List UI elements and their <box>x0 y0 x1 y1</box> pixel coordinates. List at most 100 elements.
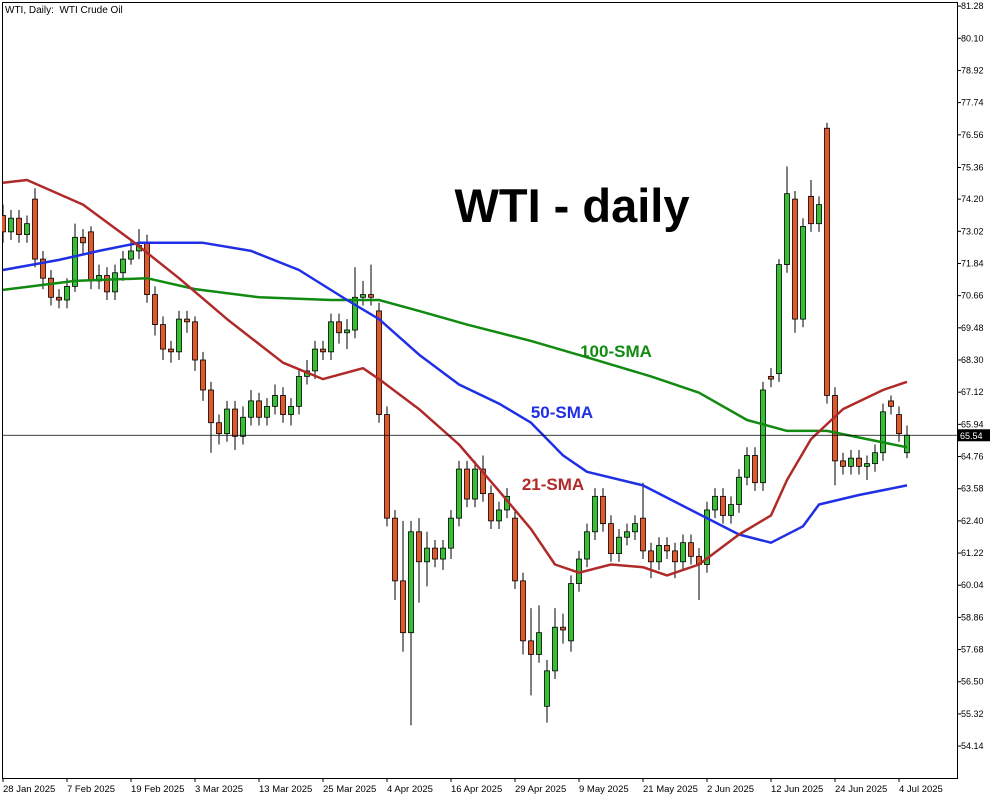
candle-body <box>600 495 606 525</box>
candle-body <box>792 198 798 320</box>
candle-body <box>72 236 78 287</box>
candle-body <box>168 348 174 353</box>
y-tick-label: 76.56 <box>961 130 984 140</box>
candle-body <box>24 223 30 235</box>
candle-body <box>312 348 318 372</box>
x-tick-label: 16 Apr 2025 <box>451 784 502 795</box>
x-tick-label: 24 Jun 2025 <box>835 784 887 795</box>
x-tick-label: 4 Jul 2025 <box>899 784 943 795</box>
candle-body <box>872 452 878 465</box>
candle-body <box>152 294 158 325</box>
plot-frame <box>2 2 958 779</box>
candle-body <box>120 258 126 274</box>
candle-body <box>880 411 886 454</box>
candle-body <box>160 324 166 350</box>
y-tick-label: 81.28 <box>961 1 984 11</box>
candle-body <box>536 632 542 655</box>
y-tick-label: 71.84 <box>961 258 984 268</box>
candle-body <box>832 395 838 462</box>
candle-body <box>664 545 670 552</box>
candle-body <box>656 545 662 563</box>
candle-body <box>824 127 830 396</box>
candle-body <box>816 204 822 225</box>
candle-body <box>240 416 246 437</box>
x-tick-label: 7 Feb 2025 <box>67 784 115 795</box>
candle-body <box>752 455 758 484</box>
y-tick-label: 62.40 <box>961 516 984 526</box>
y-tick-label: 54.14 <box>961 741 984 751</box>
y-tick-label: 68.30 <box>961 355 984 365</box>
candle-body <box>232 408 238 437</box>
candle-body <box>512 517 518 582</box>
candle-body <box>544 670 550 707</box>
candle-body <box>352 296 358 331</box>
candle-body <box>728 504 734 516</box>
candle-body <box>64 285 70 301</box>
candle-body <box>456 468 462 519</box>
candle-body <box>344 329 350 334</box>
y-tick-label: 61.22 <box>961 548 984 558</box>
candle-body <box>384 414 390 519</box>
candle-body <box>552 626 558 672</box>
candle-body <box>768 375 774 380</box>
y-tick-label: 74.20 <box>961 194 984 204</box>
candle-body <box>760 389 766 484</box>
candle-body <box>8 217 14 233</box>
candle-body <box>904 434 910 454</box>
x-tick-label: 19 Feb 2025 <box>131 784 184 795</box>
candle-body <box>648 550 654 563</box>
x-tick-label: 25 Mar 2025 <box>323 784 376 795</box>
candle-body <box>376 310 382 415</box>
candle-body <box>128 250 134 260</box>
candle-body <box>272 395 278 407</box>
candle-body <box>616 536 622 554</box>
x-tick-label: 12 Jun 2025 <box>771 784 823 795</box>
y-tick-label: 65.94 <box>961 419 984 429</box>
candle-body <box>32 198 38 260</box>
candle-body <box>528 640 534 655</box>
candle-body <box>864 463 870 467</box>
candle-body <box>776 264 782 375</box>
candle-body <box>216 422 222 435</box>
candle-body <box>176 318 182 353</box>
candle-body <box>808 196 814 225</box>
candle-body <box>280 395 286 415</box>
x-tick-label: 4 Apr 2025 <box>387 784 433 795</box>
candle-body <box>680 542 686 563</box>
x-tick-label: 13 Mar 2025 <box>259 784 312 795</box>
price-label-box <box>958 429 990 442</box>
x-tick-label: 3 Mar 2025 <box>195 784 243 795</box>
sma-line <box>2 241 908 544</box>
y-tick-label: 80.10 <box>961 33 984 43</box>
x-tick-label: 29 Apr 2025 <box>515 784 566 795</box>
y-tick-label: 64.76 <box>961 452 984 462</box>
x-tick-label: 21 May 2025 <box>643 784 698 795</box>
candle-body <box>56 296 62 301</box>
candle-body <box>672 550 678 563</box>
candle-body <box>736 476 742 505</box>
y-tick-label: 60.04 <box>961 580 984 590</box>
y-tick-label: 77.74 <box>961 98 984 108</box>
price-label: 65.54 <box>960 431 983 441</box>
candle-body <box>248 400 254 418</box>
x-tick-label: 28 Jan 2025 <box>3 784 55 795</box>
candle-body <box>592 495 598 533</box>
candle-body <box>320 348 326 353</box>
y-tick-label: 73.02 <box>961 226 984 236</box>
candle-body <box>448 517 454 549</box>
y-tick-label: 75.36 <box>961 163 984 173</box>
candle-body <box>408 531 414 634</box>
candle-body <box>40 258 46 279</box>
y-tick-label: 70.66 <box>961 291 984 301</box>
y-tick-label: 57.68 <box>961 645 984 655</box>
candle-body <box>104 275 110 293</box>
candle-body <box>840 460 846 467</box>
candle-body <box>192 321 198 361</box>
candle-body <box>560 626 566 631</box>
candle-body <box>2 215 6 233</box>
candle-body <box>464 468 470 500</box>
y-tick-label: 69.48 <box>961 323 984 333</box>
chart-header: WTI, Daily: WTI Crude Oil <box>5 5 123 16</box>
y-tick-label: 67.12 <box>961 387 984 397</box>
